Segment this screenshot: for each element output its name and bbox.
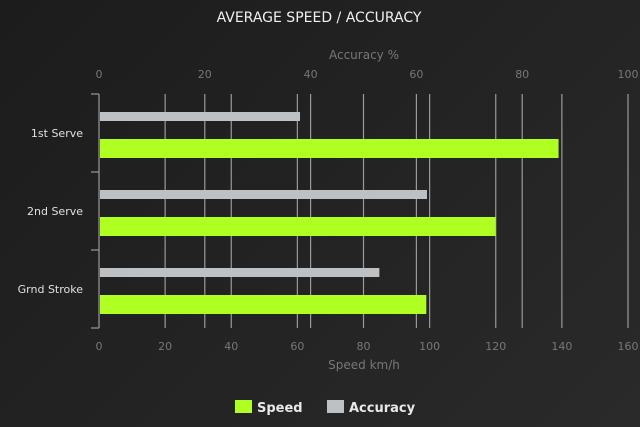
- legend-label-speed: Speed: [257, 401, 303, 416]
- legend-swatch-accuracy: [327, 400, 344, 413]
- top-tick-label: 20: [198, 68, 212, 81]
- top-axis-label: Accuracy %: [329, 48, 399, 62]
- bottom-tick-label: 140: [551, 340, 572, 353]
- category-label: Grnd Stroke: [18, 283, 84, 296]
- top-tick-label: 0: [96, 68, 103, 81]
- bottom-tick-label: 60: [290, 340, 304, 353]
- bar-speed: [100, 139, 559, 158]
- top-tick-label: 60: [409, 68, 423, 81]
- bottom-tick-label: 160: [618, 340, 639, 353]
- top-tick-label: 80: [515, 68, 529, 81]
- bottom-tick-label: 20: [158, 340, 172, 353]
- bottom-tick-label: 0: [96, 340, 103, 353]
- chart-title: AVERAGE SPEED / ACCURACY: [217, 10, 422, 26]
- bar-accuracy: [100, 112, 301, 121]
- legend-swatch-speed: [235, 400, 252, 413]
- bar-accuracy: [100, 190, 427, 199]
- category-label: 2nd Serve: [27, 205, 83, 218]
- bottom-tick-label: 80: [357, 340, 371, 353]
- legend: Speed Accuracy: [235, 400, 416, 416]
- top-tick-label: 100: [618, 68, 639, 81]
- category-label: 1st Serve: [31, 127, 83, 140]
- bar-accuracy: [100, 268, 380, 277]
- bar-speed: [100, 295, 427, 314]
- legend-label-accuracy: Accuracy: [349, 401, 416, 416]
- bottom-tick-label: 120: [485, 340, 506, 353]
- bar-speed: [100, 217, 496, 236]
- bottom-tick-label: 100: [419, 340, 440, 353]
- top-tick-label: 40: [304, 68, 318, 81]
- bottom-tick-label: 40: [224, 340, 238, 353]
- bottom-axis-label: Speed km/h: [328, 358, 400, 372]
